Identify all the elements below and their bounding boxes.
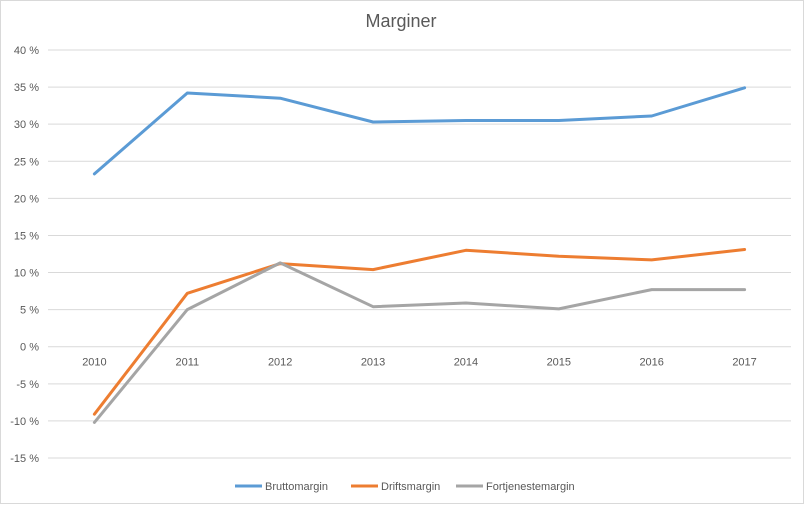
y-tick-label: -5 % xyxy=(16,379,39,391)
x-tick-label: 2017 xyxy=(732,357,756,369)
y-tick-label: 10 % xyxy=(14,268,39,280)
series-line-driftsmargin xyxy=(92,248,747,416)
series-lines xyxy=(92,86,747,424)
y-tick-label: 20 % xyxy=(14,193,39,205)
x-tick-label: 2013 xyxy=(361,357,385,369)
legend-label: Fortjenestemargin xyxy=(486,481,575,493)
y-tick-label: -10 % xyxy=(10,416,39,428)
x-tick-label: 2012 xyxy=(268,357,292,369)
x-tick-label: 2015 xyxy=(547,357,571,369)
legend: Bruttomargin Driftsmargin Fortjenestemargi… xyxy=(235,481,575,493)
series-line-bruttomargin xyxy=(92,86,747,176)
y-tick-label: 35 % xyxy=(14,82,39,94)
x-axis-tick-labels: 2010 2011 2012 2013 2014 2015 2016 2017 xyxy=(82,357,757,369)
chart-title: Marginer xyxy=(365,11,436,31)
y-tick-label: 25 % xyxy=(14,156,39,168)
y-tick-label: 30 % xyxy=(14,119,39,131)
x-tick-label: 2010 xyxy=(82,357,106,369)
x-tick-label: 2016 xyxy=(639,357,663,369)
y-axis-tick-labels: 40 % 35 % 30 % 25 % 20 % 15 % 10 % 5 % 0 % -5 % -1… xyxy=(10,45,39,465)
y-tick-label: 40 % xyxy=(14,45,39,57)
y-tick-label: 0 % xyxy=(20,342,39,354)
gridlines xyxy=(48,49,791,459)
series-line-fortjenestemargin xyxy=(92,261,747,424)
y-tick-label: -15 % xyxy=(10,453,39,465)
x-tick-label: 2014 xyxy=(454,357,478,369)
y-tick-label: 15 % xyxy=(14,230,39,242)
y-tick-label: 5 % xyxy=(20,305,39,317)
legend-label: Driftsmargin xyxy=(381,481,440,493)
x-tick-label: 2011 xyxy=(175,357,199,369)
legend-label: Bruttomargin xyxy=(265,481,328,493)
